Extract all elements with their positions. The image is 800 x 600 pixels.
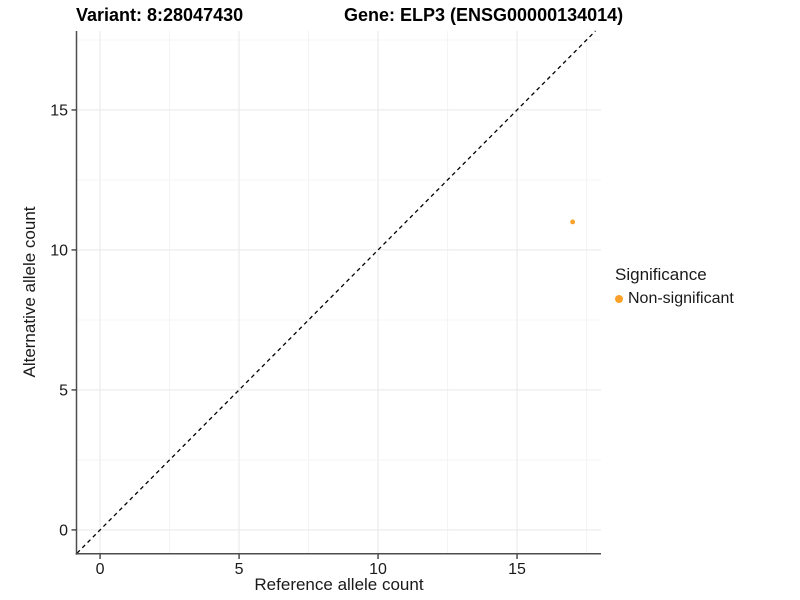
legend: Significance Non-significant <box>615 265 734 308</box>
y-tick-label: 5 <box>59 382 68 399</box>
y-tick-label: 0 <box>59 522 68 539</box>
legend-title: Significance <box>615 265 707 284</box>
legend-point-icon <box>615 295 623 303</box>
gene-title: Gene: ELP3 (ENSG00000134014) <box>344 5 624 25</box>
identity-reference-line <box>76 30 596 554</box>
x-tick-label: 15 <box>508 561 526 578</box>
x-tick-label: 0 <box>96 561 105 578</box>
variant-title: Variant: 8:28047430 <box>76 5 244 25</box>
data-point <box>570 219 576 225</box>
y-tick-label: 15 <box>50 102 68 119</box>
legend-item: Non-significant <box>615 290 734 308</box>
y-tick-label: 10 <box>50 242 68 259</box>
legend-item-label: Non-significant <box>628 290 734 307</box>
x-axis-title: Reference allele count <box>254 575 424 594</box>
x-tick-label: 10 <box>369 561 387 578</box>
y-axis-title: Alternative allele count <box>20 206 39 378</box>
x-tick-label: 5 <box>235 561 244 578</box>
